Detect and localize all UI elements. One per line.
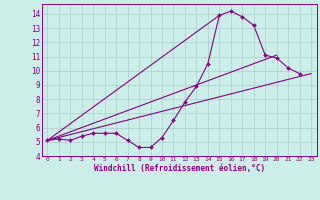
X-axis label: Windchill (Refroidissement éolien,°C): Windchill (Refroidissement éolien,°C) (94, 164, 265, 173)
